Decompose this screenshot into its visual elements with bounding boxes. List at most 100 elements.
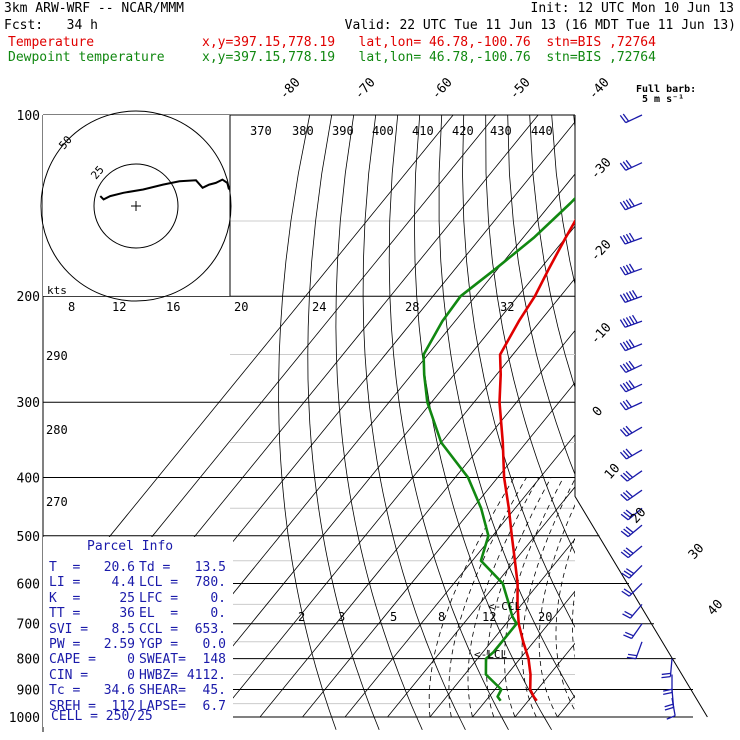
wind-barb-flag xyxy=(663,691,673,695)
parcel-row-7-col-2: HWBZ= xyxy=(139,667,179,683)
isotherm-top-label-3: -50 xyxy=(507,75,534,102)
moist-adiabat-0 xyxy=(428,477,515,718)
parcel-row-6-col-2: SWEAT= xyxy=(139,652,186,668)
parcel-cell: CELL = 250/25 xyxy=(51,709,153,724)
wind-barb xyxy=(619,232,643,245)
isotherm-top-label-2: -60 xyxy=(429,75,456,102)
wind-barb-flag xyxy=(628,339,635,348)
wind-barb-flag xyxy=(622,161,630,170)
wind-barb-flag xyxy=(619,201,626,211)
wind-barb-flag xyxy=(622,341,629,350)
parcel-row-9-col-0: SREH = xyxy=(49,698,96,714)
isotherm-10 xyxy=(472,590,575,718)
wind-barb-flag xyxy=(622,450,630,458)
parcel-row-0-col-0: T = xyxy=(49,560,81,575)
wind-barb-flag xyxy=(622,363,630,372)
wind-barb-flag xyxy=(622,234,629,244)
wind-barb-flag xyxy=(619,342,626,351)
wind-barb-flag xyxy=(623,634,632,640)
wind-barb-flag xyxy=(622,200,629,209)
wind-barb xyxy=(619,289,643,303)
wind-barb-flag xyxy=(625,568,635,575)
isobar-label-800: 800 xyxy=(17,653,40,668)
wind-barb-flag xyxy=(620,530,629,538)
wind-barb-flag xyxy=(625,362,633,371)
dry-adiabat-350 xyxy=(529,115,575,389)
wind-barb-flag xyxy=(625,448,633,457)
parcel-row-6-col-1: 0 xyxy=(127,652,135,668)
wind-barb xyxy=(619,314,643,328)
parcel-info-box: Parcel Info T = 20.6 Td = 13.5 LI = 4.4 LCL = 7… xyxy=(43,537,233,727)
dry-adiabat-380 xyxy=(596,115,740,730)
wind-barb-flag xyxy=(622,613,631,619)
parcel-row-9-col-2: LAPSE= xyxy=(139,698,186,714)
parcel-row-9-col-3: 6.7 xyxy=(202,698,226,714)
isotherm-right-label-4: 10 xyxy=(602,461,624,483)
isotherm-right-label-1: -20 xyxy=(588,237,615,264)
isobar-label-600: 600 xyxy=(17,577,40,592)
dry-adiabat-430 xyxy=(706,115,740,730)
wind-barb-flag xyxy=(628,315,635,325)
parcel-row-2-col-2: LFC = xyxy=(139,590,179,606)
temperature-profile xyxy=(498,218,575,702)
isotherm--20 xyxy=(344,434,575,718)
dry-adiabat-330 xyxy=(485,115,575,554)
parcel-row-0-col-1: 20.6 xyxy=(103,560,135,575)
isotherm-top-label-0: -80 xyxy=(277,75,304,102)
wind-barb-flag xyxy=(625,470,634,478)
moist-adiabat-30 xyxy=(538,504,575,718)
theta-e-label-5: 420 xyxy=(452,124,474,138)
wind-barb-flag xyxy=(624,610,633,617)
parcel-info-title: Parcel Info xyxy=(87,539,174,554)
mixing-ratio-upper-4: 24 xyxy=(312,300,326,314)
hodograph-ring-25 xyxy=(93,163,179,249)
wind-barb xyxy=(619,380,643,393)
mixing-ratio-lower-3: 8 xyxy=(438,610,445,624)
wind-barb-flag xyxy=(625,381,633,390)
dry-adiabat-270 xyxy=(335,115,423,730)
valid-time: Valid: 22 UTC Tue 11 Jun 13 (16 MDT Tue … xyxy=(344,18,736,33)
moist-adiabat-10 xyxy=(467,477,540,718)
moist-adiabat-15 xyxy=(486,477,552,718)
wind-barb-flag xyxy=(625,264,632,273)
isobar-label-100: 100 xyxy=(17,109,40,124)
init-time: Init: 12 UTC Mon 10 Jun 13 xyxy=(530,1,735,16)
dewpoint-label: Dewpoint temperature xyxy=(8,50,165,65)
parcel-row-1-col-0: LI = xyxy=(49,575,81,591)
wind-barb-flag xyxy=(619,319,626,328)
parcel-row-8-col-3: 45. xyxy=(202,683,226,699)
wind-barb-flag xyxy=(627,653,638,657)
wind-barb-flag xyxy=(622,265,629,275)
wind-barb-flag xyxy=(622,492,631,500)
wind-barb xyxy=(619,339,643,352)
wind-barb-flag xyxy=(619,162,627,171)
wind-barb-flag xyxy=(619,294,626,303)
wind-barb-flag xyxy=(625,233,632,243)
wind-barb-flag xyxy=(619,236,626,245)
wind-barb-flag xyxy=(622,318,629,327)
parcel-row-5-col-0: PW = xyxy=(49,637,81,652)
isotherm--60 xyxy=(174,225,575,718)
wind-barb-flag xyxy=(623,588,632,595)
theta-e-label-7: 440 xyxy=(531,124,553,138)
wind-barb-flag xyxy=(619,402,627,411)
theta-e-label-0: 370 xyxy=(250,124,272,138)
isobar-label-400: 400 xyxy=(17,471,40,486)
theta-label-1: 280 xyxy=(46,423,68,437)
wind-barb-flag xyxy=(619,384,627,393)
isobar-label-700: 700 xyxy=(17,618,40,633)
mixing-ratio-upper-2: 16 xyxy=(166,300,180,314)
dry-adiabat-340 xyxy=(507,115,575,476)
dewpoint-info: x,y=397.15,778.19 lat,lon= 46.78,-100.76… xyxy=(202,50,656,65)
parcel-row-4-col-0: SVI = xyxy=(49,621,89,637)
wind-barb-flag xyxy=(666,715,676,720)
isobar-label-300: 300 xyxy=(17,396,40,411)
wind-barb-flag xyxy=(619,364,627,373)
isotherm--10 xyxy=(387,486,575,718)
isotherm-right-label-7: 40 xyxy=(705,597,727,619)
wind-barb-flag xyxy=(620,493,628,501)
isotherm-top-label-4: -40 xyxy=(586,75,613,102)
parcel-row-0-col-3: 13.5 xyxy=(194,560,226,575)
wind-barb xyxy=(622,603,643,619)
wind-barb-flag xyxy=(626,656,636,660)
